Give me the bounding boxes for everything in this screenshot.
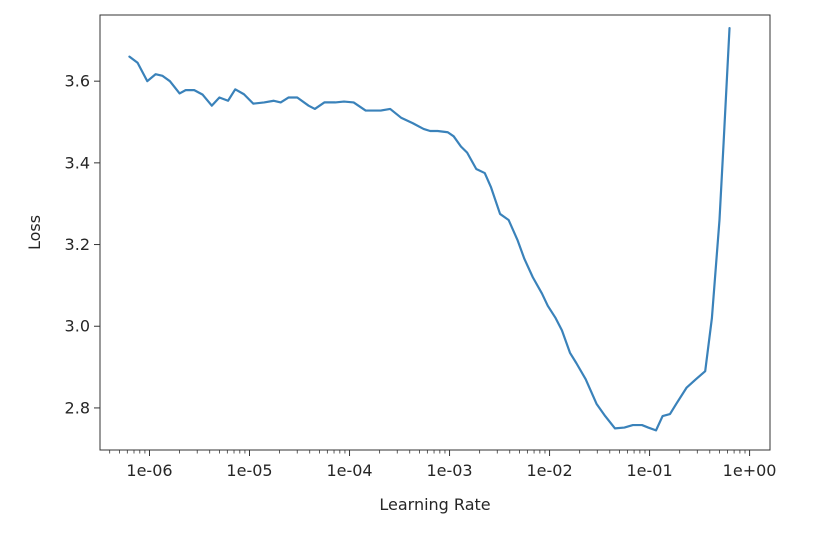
data-point: [389, 108, 391, 110]
data-point: [669, 413, 671, 415]
data-point: [532, 276, 534, 278]
x-tick-label: 1e+00: [723, 461, 777, 480]
data-point: [287, 96, 289, 98]
x-tick-label: 1e-03: [426, 461, 472, 480]
data-point: [136, 62, 138, 64]
data-point: [412, 122, 414, 124]
data-point: [234, 88, 236, 90]
data-point: [541, 292, 543, 294]
data-point: [227, 100, 229, 102]
data-point: [718, 219, 720, 221]
data-point: [307, 104, 309, 106]
data-point: [595, 403, 597, 405]
data-point: [279, 101, 281, 103]
data-point: [711, 317, 713, 319]
data-point: [211, 104, 213, 106]
data-point: [554, 317, 556, 319]
data-point: [243, 93, 245, 95]
x-tick-label: 1e-01: [626, 461, 672, 480]
data-point: [323, 101, 325, 103]
data-point: [499, 213, 501, 215]
data-point: [273, 100, 275, 102]
data-point: [184, 89, 186, 91]
data-point: [169, 80, 171, 82]
data-point: [547, 305, 549, 307]
x-axis: 1e-06 1e-05 1e-04 1e-03 1e-02 1e-01 1e+00: [109, 450, 777, 480]
data-point: [623, 426, 625, 428]
data-point: [614, 427, 616, 429]
data-point: [704, 370, 706, 372]
data-point: [429, 130, 431, 132]
data-point: [201, 93, 203, 95]
x-tick-label: 1e-02: [526, 461, 572, 480]
data-point: [343, 100, 345, 102]
data-point: [400, 117, 402, 119]
data-point: [314, 108, 316, 110]
data-point: [161, 75, 163, 77]
data-point: [380, 109, 382, 111]
y-tick-label: 3.0: [65, 317, 90, 336]
data-point: [561, 329, 563, 331]
loss-series-line: [128, 26, 731, 432]
data-point: [507, 219, 509, 221]
y-axis: 2.8 3.0 3.2 3.4 3.6: [65, 72, 100, 417]
data-point: [655, 429, 657, 431]
data-point: [647, 426, 649, 428]
data-point: [178, 92, 180, 94]
data-point: [154, 73, 156, 75]
data-point: [375, 109, 377, 111]
x-tick-label: 1e-06: [126, 461, 172, 480]
data-point: [352, 101, 354, 103]
data-point: [722, 141, 724, 143]
data-point: [569, 352, 571, 354]
data-point: [475, 168, 477, 170]
data-point: [364, 109, 366, 111]
data-point: [675, 403, 677, 405]
data-point: [641, 424, 643, 426]
data-point: [695, 378, 697, 380]
y-tick-label: 2.8: [65, 398, 90, 417]
data-point: [218, 96, 220, 98]
data-point: [575, 362, 577, 364]
data-point: [252, 102, 254, 104]
axes-frame: [99, 14, 771, 451]
data-point: [334, 101, 336, 103]
data-point: [685, 386, 687, 388]
data-point: [728, 27, 730, 29]
y-tick-label: 3.4: [65, 153, 90, 172]
y-tick-label: 3.6: [65, 72, 90, 91]
data-point: [484, 172, 486, 174]
data-point: [422, 128, 424, 130]
y-tick-label: 3.2: [65, 235, 90, 254]
data-point: [436, 130, 438, 132]
data-point: [146, 80, 148, 82]
data-point: [466, 151, 468, 153]
data-point: [193, 89, 195, 91]
data-point: [296, 96, 298, 98]
y-axis-label: Loss: [25, 215, 44, 250]
data-point: [604, 415, 606, 417]
x-tick-label: 1e-04: [326, 461, 372, 480]
data-point: [263, 101, 265, 103]
x-tick-label: 1e-05: [226, 461, 272, 480]
data-point: [452, 135, 454, 137]
data-point: [523, 258, 525, 260]
data-point: [490, 186, 492, 188]
data-point: [661, 415, 663, 417]
data-point: [128, 55, 130, 57]
data-point: [585, 378, 587, 380]
data-point: [516, 239, 518, 241]
data-point: [460, 145, 462, 147]
data-point: [632, 424, 634, 426]
x-axis-label: Learning Rate: [379, 495, 490, 514]
data-point: [447, 131, 449, 133]
plot-area: [128, 26, 731, 432]
